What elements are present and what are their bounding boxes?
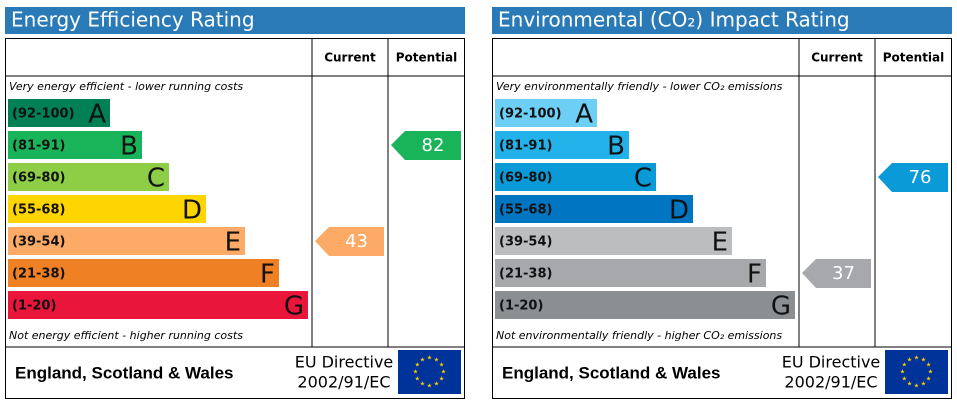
eu-star: ★ [900,369,905,376]
panel-title: Energy Efficiency Rating [11,8,255,32]
eu-star: ★ [413,369,418,376]
rating-arrow [802,259,871,288]
band-range: (55-68) [499,203,552,218]
rating-band [495,99,597,127]
eu-star: ★ [415,376,420,383]
band-range: (92-100) [499,107,562,122]
footer-directive: 2002/91/EC [297,373,390,392]
rating-arrow [878,163,948,192]
eu-star: ★ [928,369,933,376]
footer-directive: 2002/91/EC [784,373,877,392]
band-range: (39-54) [12,235,65,250]
rating-band [8,259,279,287]
band-range: (92-100) [12,107,75,122]
band-letter: F [260,260,275,290]
top-note: Very energy efficient - lower running co… [9,80,243,93]
band-letter: B [120,132,138,162]
band-letter: G [771,292,791,322]
band-letter: C [147,164,165,194]
band-letter: E [712,228,728,258]
eu-star: ★ [439,376,444,383]
eu-star: ★ [907,381,912,388]
rating-band [8,99,110,127]
eu-star: ★ [420,356,425,363]
band-range: (55-68) [12,203,65,218]
eu-star: ★ [926,362,931,369]
column-header: Potential [883,51,945,65]
eu-flag [885,350,948,394]
band-letter: D [669,196,689,226]
bottom-note: Not energy efficient - higher running co… [9,329,243,342]
eu-star: ★ [914,355,919,362]
band-range: (81-91) [499,139,552,154]
band-range: (81-91) [12,139,65,154]
eu-star: ★ [902,376,907,383]
eu-star: ★ [907,356,912,363]
top-note: Very environmentally friendly - lower CO… [496,80,783,93]
footer-region: England, Scotland & Wales [15,363,234,382]
band-letter: G [284,292,304,322]
eu-flag [398,350,461,394]
frame [5,38,465,399]
rating-value: 76 [909,167,932,188]
band-letter: B [607,132,625,162]
rating-band [8,227,245,255]
rating-band [8,195,206,223]
rating-band [495,195,693,223]
band-range: (39-54) [499,235,552,250]
eu-star: ★ [921,356,926,363]
eu-star: ★ [926,376,931,383]
footer-region: England, Scotland & Wales [502,363,721,382]
rating-band [495,131,629,159]
band-letter: F [747,260,762,290]
eu-star: ★ [921,381,926,388]
eu-star: ★ [415,362,420,369]
band-letter: D [182,196,202,226]
band-range: (69-80) [12,171,65,186]
band-range: (21-38) [499,267,552,282]
eu-star: ★ [427,355,432,362]
rating-band [495,227,732,255]
band-letter: E [225,228,241,258]
rating-panel: Energy Efficiency Rating Current Potential… [5,7,465,399]
band-letter: A [88,100,106,130]
panel-title: Environmental (CO₂) Impact Rating [498,8,850,32]
eu-star: ★ [434,356,439,363]
rating-band [8,291,308,319]
column-header: Potential [396,51,458,65]
band-range: (69-80) [499,171,552,186]
rating-value: 43 [345,231,368,252]
footer-directive: EU Directive [295,353,394,372]
rating-value: 82 [422,135,445,156]
frame [492,38,952,399]
bottom-note: Not environmentally friendly - higher CO… [496,329,782,342]
band-letter: A [575,100,593,130]
title-bar [5,7,465,34]
eu-star: ★ [420,381,425,388]
eu-star: ★ [914,383,919,390]
rating-arrow [315,227,384,256]
eu-star: ★ [427,383,432,390]
band-range: (1-20) [12,299,56,314]
eu-star: ★ [902,362,907,369]
rating-band [495,163,656,191]
column-header: Current [811,51,863,65]
rating-band [495,259,766,287]
footer-directive: EU Directive [782,353,881,372]
rating-band [8,131,142,159]
band-range: (21-38) [12,267,65,282]
rating-panel: Environmental (CO₂) Impact Rating Current… [492,7,952,399]
eu-star: ★ [434,381,439,388]
rating-band [495,291,795,319]
band-letter: C [634,164,652,194]
rating-band [8,163,169,191]
rating-arrow [391,131,461,160]
band-range: (1-20) [499,299,543,314]
rating-value: 37 [832,263,855,284]
title-bar [492,7,952,34]
eu-star: ★ [439,362,444,369]
eu-star: ★ [441,369,446,376]
column-header: Current [324,51,376,65]
